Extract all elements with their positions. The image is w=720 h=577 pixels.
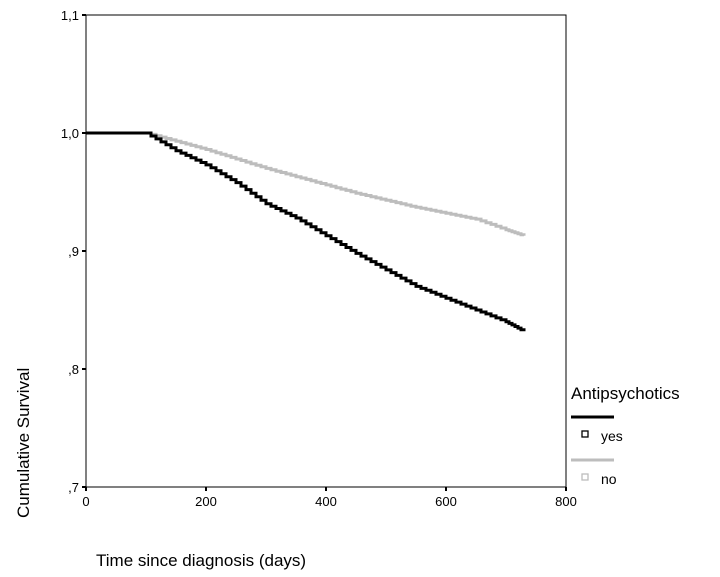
legend-marker-no [581,473,589,481]
plot-frame [85,14,567,488]
series-line-no [86,131,526,237]
x-tick-label: 600 [435,494,457,509]
series-lines [86,131,526,332]
x-axis-title: Time since diagnosis (days) [96,551,306,570]
y-tick-label: ,8 [68,362,79,377]
series-line-yes [86,131,526,332]
legend-title: Antipsychotics [571,384,680,403]
y-tick-label: 1,1 [61,8,79,23]
legend: Antipsychotics yes no [571,384,680,487]
y-tick-label: ,7 [68,480,79,495]
axis-ticks: 0 200 400 600 800 ,7 ,8 ,9 1,0 1,1 [61,8,577,509]
x-tick-label: 0 [82,494,89,509]
x-tick-label: 200 [195,494,217,509]
y-tick-label: 1,0 [61,126,79,141]
x-tick-label: 800 [555,494,577,509]
y-axis-title: Cumulative Survival [14,368,33,518]
legend-label-yes: yes [601,428,623,444]
legend-label-no: no [601,471,617,487]
y-tick-label: ,9 [68,244,79,259]
x-tick-label: 400 [315,494,337,509]
legend-marker-yes [581,430,589,438]
